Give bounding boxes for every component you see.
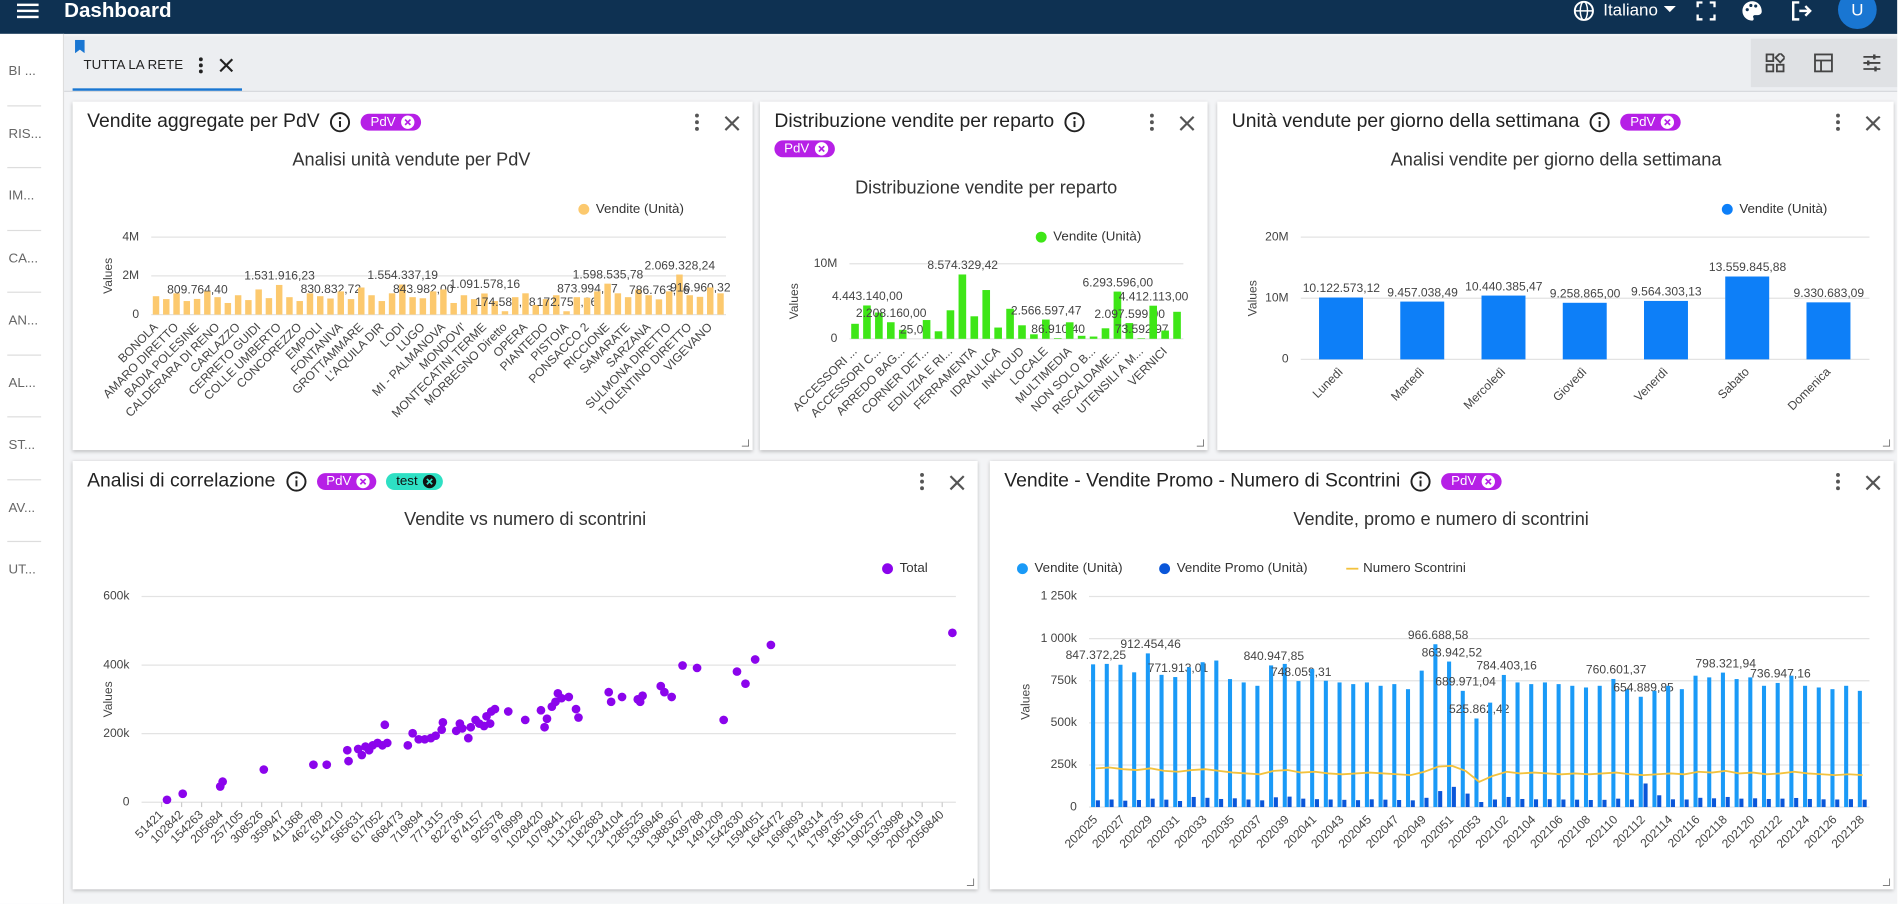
- resize-handle: [1196, 439, 1204, 447]
- nav-separator: [7, 353, 42, 356]
- panel: Analisi di correlazione PdV test: [72, 461, 978, 890]
- panel: Distribuzione vendite per reparto PdV: [759, 101, 1208, 451]
- panel-actions: [1142, 113, 1195, 138]
- tag-remove-icon[interactable]: [1481, 474, 1496, 489]
- filter-tag[interactable]: PdV: [316, 473, 377, 491]
- resize-handle: [1882, 439, 1891, 447]
- globe-icon[interactable]: [1573, 0, 1595, 22]
- tag-remove-icon[interactable]: [814, 142, 829, 157]
- panel-menu-icon[interactable]: [912, 472, 931, 491]
- panel: Vendite - Vendite Promo - Numero di Scon…: [989, 461, 1894, 890]
- panel-close-icon[interactable]: [949, 474, 966, 491]
- panel-menu-icon[interactable]: [1828, 113, 1847, 132]
- table-icon[interactable]: [1814, 53, 1833, 73]
- toolbar: [1750, 38, 1898, 88]
- panel-title: Vendite aggregate per PdV: [87, 111, 320, 132]
- nav-separator: [7, 478, 42, 480]
- filter-tag-label: PdV: [784, 141, 810, 157]
- app-title: Dashboard: [64, 0, 172, 22]
- info-icon[interactable]: [1589, 111, 1611, 133]
- panel-actions: [1828, 472, 1881, 497]
- panel-title: Distribuzione vendite per reparto: [774, 111, 1055, 132]
- tag-remove-icon[interactable]: [422, 474, 437, 489]
- fullscreen-icon[interactable]: [1696, 1, 1716, 21]
- nav-item[interactable]: AL...: [8, 375, 36, 391]
- info-icon[interactable]: [285, 471, 307, 493]
- filter-tag[interactable]: test: [386, 473, 444, 491]
- tune-icon[interactable]: [1862, 53, 1881, 72]
- panel-menu-icon[interactable]: [687, 113, 706, 132]
- panel-close-icon[interactable]: [1865, 474, 1882, 491]
- widgets-icon[interactable]: [1765, 53, 1785, 73]
- logout-icon[interactable]: [1791, 0, 1813, 22]
- sidebar: BI ... RIS... IM... CA... AN... AL... ST... AV.…: [0, 33, 65, 904]
- filter-tag-label: test: [396, 474, 418, 489]
- panel-menu-icon[interactable]: [1142, 113, 1161, 132]
- panel-title: Unità vendute per giorno della settimana: [1231, 111, 1580, 132]
- filter-tag[interactable]: PdV: [360, 113, 422, 131]
- tab-close-icon[interactable]: [219, 58, 234, 73]
- palette-icon[interactable]: [1741, 0, 1763, 22]
- panel: Unità vendute per giorno della settimana…: [1217, 101, 1894, 451]
- bookmark-icon: [75, 39, 85, 54]
- nav-separator: [7, 416, 42, 418]
- tag-remove-icon[interactable]: [356, 474, 371, 489]
- nav-item[interactable]: AN...: [8, 313, 39, 328]
- info-icon[interactable]: [1064, 111, 1086, 133]
- panel-menu-icon[interactable]: [1828, 472, 1847, 491]
- tab-menu-icon[interactable]: [198, 57, 203, 74]
- panel-close-icon[interactable]: [1179, 115, 1196, 132]
- top-bar: Dashboard Italiano U: [0, 0, 1898, 34]
- info-icon[interactable]: [1410, 471, 1432, 493]
- nav-separator: [7, 291, 42, 293]
- nav-item[interactable]: AV...: [8, 500, 36, 515]
- panel-header: Unità vendute per giorno della settimana…: [1232, 111, 1681, 133]
- nav-item[interactable]: BI ...: [8, 64, 36, 79]
- nav-separator: [7, 166, 42, 169]
- panel-header: Analisi di correlazione PdV test: [87, 470, 444, 493]
- tag-remove-icon[interactable]: [400, 115, 415, 130]
- nav-separator: [7, 540, 42, 543]
- tab[interactable]: TUTTA LA RETE: [72, 36, 242, 91]
- resize-handle: [966, 878, 975, 886]
- panel-close-icon[interactable]: [1865, 115, 1882, 132]
- panel-header: Vendite aggregate per PdV PdV: [87, 111, 422, 133]
- filter-tag[interactable]: PdV: [774, 140, 835, 158]
- language-select[interactable]: Italiano: [1603, 0, 1658, 20]
- panel-header: Vendite - Vendite Promo - Numero di Scon…: [1004, 470, 1502, 493]
- nav-item[interactable]: RIS...: [8, 126, 42, 141]
- tab-bar: TUTTA LA RETE: [64, 36, 1898, 92]
- filter-tag-label: PdV: [326, 474, 352, 489]
- nav-item[interactable]: ST...: [8, 438, 36, 453]
- panel-actions: [912, 472, 965, 497]
- resize-handle: [1882, 878, 1891, 886]
- resize-handle: [741, 439, 749, 447]
- panel-actions: [1828, 113, 1881, 138]
- panel-header: Distribuzione vendite per reparto PdV: [774, 111, 1137, 158]
- tab-label: TUTTA LA RETE: [83, 58, 184, 73]
- tag-remove-icon[interactable]: [1660, 115, 1675, 130]
- panel: Vendite aggregate per PdV PdV: [72, 101, 753, 451]
- avatar[interactable]: U: [1837, 0, 1877, 30]
- nav-separator: [7, 104, 42, 106]
- nav-separator: [7, 229, 42, 231]
- filter-tag[interactable]: PdV: [1441, 473, 1502, 491]
- menu-icon[interactable]: [16, 2, 39, 19]
- filter-tag-label: PdV: [1630, 114, 1656, 130]
- info-icon[interactable]: [329, 111, 351, 133]
- filter-tag-label: PdV: [1451, 474, 1477, 489]
- filter-tag[interactable]: PdV: [1620, 113, 1681, 131]
- nav-item[interactable]: CA...: [8, 251, 39, 266]
- nav-item[interactable]: UT...: [8, 562, 36, 578]
- panel-close-icon[interactable]: [724, 115, 741, 132]
- caret: [1663, 6, 1676, 13]
- panel-title: Vendite - Vendite Promo - Numero di Scon…: [1004, 470, 1401, 492]
- panel-title: Analisi di correlazione: [87, 470, 276, 492]
- filter-tag-label: PdV: [370, 114, 396, 130]
- panel-actions: [687, 113, 740, 138]
- nav-item[interactable]: IM...: [8, 188, 35, 204]
